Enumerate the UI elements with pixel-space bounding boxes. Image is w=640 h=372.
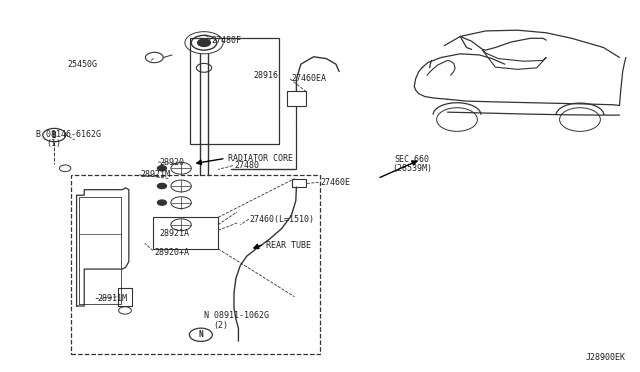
Text: B: B xyxy=(52,131,56,140)
Text: RADIATOR CORE: RADIATOR CORE xyxy=(228,154,292,163)
Text: (28539M): (28539M) xyxy=(392,164,432,173)
Text: 28916: 28916 xyxy=(253,71,278,80)
Text: N 08911-1062G: N 08911-1062G xyxy=(204,311,269,320)
Circle shape xyxy=(157,166,166,171)
Text: 27460EA: 27460EA xyxy=(291,74,326,83)
Circle shape xyxy=(157,183,166,189)
Circle shape xyxy=(198,39,211,46)
Text: 27480F: 27480F xyxy=(212,36,242,45)
Text: B 08146-6162G: B 08146-6162G xyxy=(36,130,101,139)
Text: 27460E: 27460E xyxy=(320,178,350,187)
Text: SEC.660: SEC.660 xyxy=(394,155,429,164)
Text: (1): (1) xyxy=(46,139,61,148)
Text: 27480: 27480 xyxy=(234,161,259,170)
Text: 28921M: 28921M xyxy=(140,170,170,179)
Text: (2): (2) xyxy=(213,321,228,330)
Text: REAR TUBE: REAR TUBE xyxy=(266,241,311,250)
Text: J28900EK: J28900EK xyxy=(586,353,626,362)
Text: 25450G: 25450G xyxy=(67,60,97,69)
Text: 28911M: 28911M xyxy=(97,294,127,303)
Text: 28921A: 28921A xyxy=(159,230,189,238)
Text: 28920+A: 28920+A xyxy=(154,248,189,257)
Text: N: N xyxy=(198,330,203,339)
Text: 27460(L=1510): 27460(L=1510) xyxy=(250,215,315,224)
Text: 28920: 28920 xyxy=(159,157,184,167)
Circle shape xyxy=(157,200,166,205)
